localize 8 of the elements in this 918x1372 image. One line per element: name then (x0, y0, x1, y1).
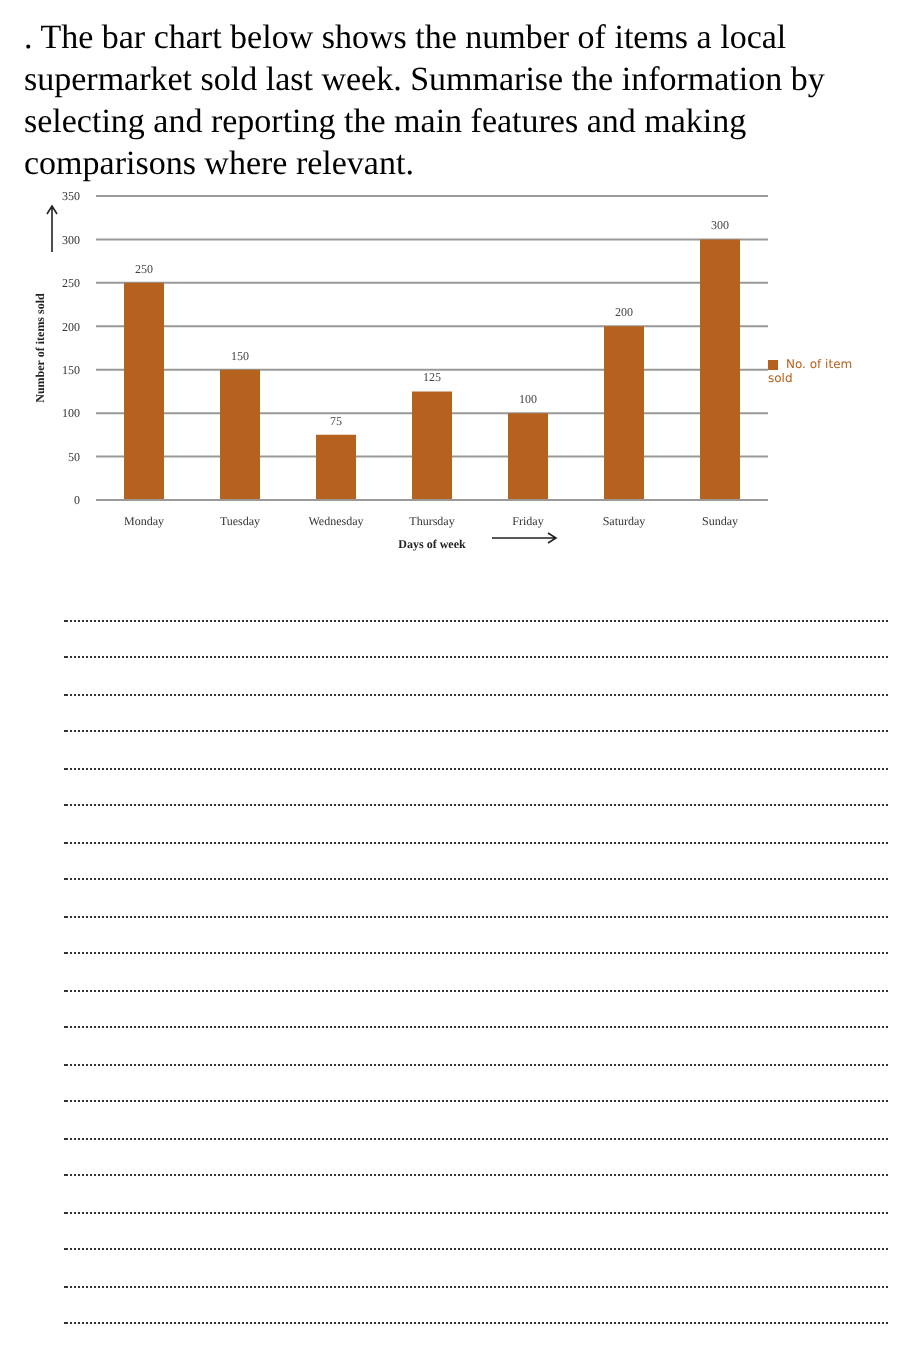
chart-title: . The bar chart below shows the number of items a local supermarket sold last week. Summarise the information by selecting and reporting the main features and making comparisons where relevant. (22, 16, 827, 184)
bar (220, 369, 260, 500)
bar (316, 434, 356, 500)
bar (412, 391, 452, 500)
bar (700, 239, 740, 500)
bar (604, 326, 644, 500)
bar (124, 282, 164, 500)
bar (508, 413, 548, 500)
